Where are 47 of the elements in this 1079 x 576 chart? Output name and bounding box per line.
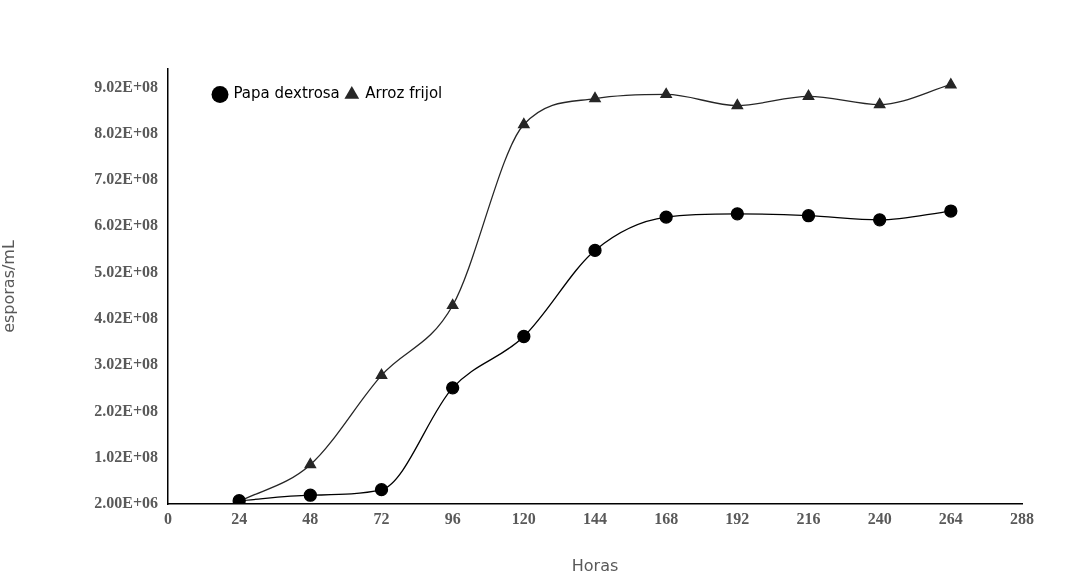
point bbox=[517, 117, 530, 129]
y-tick-label: 1.02E+08 bbox=[94, 447, 158, 465]
point bbox=[303, 488, 317, 502]
x-tick-label: 48 bbox=[302, 509, 319, 527]
x-tick-label: 240 bbox=[867, 509, 892, 527]
legend-label: Papa dextrosa bbox=[233, 84, 340, 103]
point bbox=[730, 207, 744, 221]
point bbox=[659, 210, 673, 224]
point bbox=[802, 89, 815, 100]
x-tick-label: 288 bbox=[1010, 509, 1034, 527]
y-tick-label: 2.00E+06 bbox=[94, 494, 158, 512]
y-tick-label: 6.02E+08 bbox=[94, 216, 158, 234]
legend-label: Arroz frijol bbox=[365, 84, 443, 103]
x-tick-label: 24 bbox=[231, 509, 248, 527]
point bbox=[588, 243, 602, 258]
x-tick-label: 144 bbox=[583, 509, 607, 527]
x-tick-label: 96 bbox=[444, 509, 461, 527]
point bbox=[873, 213, 887, 227]
point bbox=[944, 204, 958, 218]
point bbox=[446, 298, 459, 310]
y-tick-label: 7.02E+08 bbox=[94, 170, 158, 188]
y-tick-label: 8.02E+08 bbox=[94, 123, 158, 141]
x-tick-label: 264 bbox=[938, 509, 963, 527]
y-tick-label: 4.02E+08 bbox=[94, 309, 158, 327]
point bbox=[731, 98, 744, 110]
point bbox=[801, 209, 816, 223]
point bbox=[374, 483, 389, 497]
y-tick-label: 9.02E+08 bbox=[94, 77, 158, 95]
x-tick-label: 216 bbox=[796, 509, 821, 527]
point bbox=[944, 78, 957, 89]
point bbox=[446, 381, 460, 395]
point bbox=[873, 97, 886, 109]
y-tick-label: 3.02E+08 bbox=[94, 355, 158, 373]
x-tick-label: 168 bbox=[654, 509, 679, 527]
x-tick-label: 120 bbox=[511, 509, 536, 527]
y-tick-label: 5.02E+08 bbox=[94, 262, 158, 280]
x-axis-title: Horas bbox=[571, 555, 619, 575]
y-axis-title: esporas/mL bbox=[0, 240, 18, 333]
y-tick-label: 2.02E+08 bbox=[94, 401, 158, 419]
x-tick-label: 0 bbox=[164, 509, 172, 527]
x-tick-label: 72 bbox=[373, 509, 390, 527]
point bbox=[517, 329, 531, 344]
x-tick-label: 192 bbox=[725, 509, 750, 527]
point bbox=[304, 458, 317, 469]
point bbox=[589, 91, 601, 103]
point bbox=[375, 368, 388, 379]
point bbox=[660, 87, 673, 99]
